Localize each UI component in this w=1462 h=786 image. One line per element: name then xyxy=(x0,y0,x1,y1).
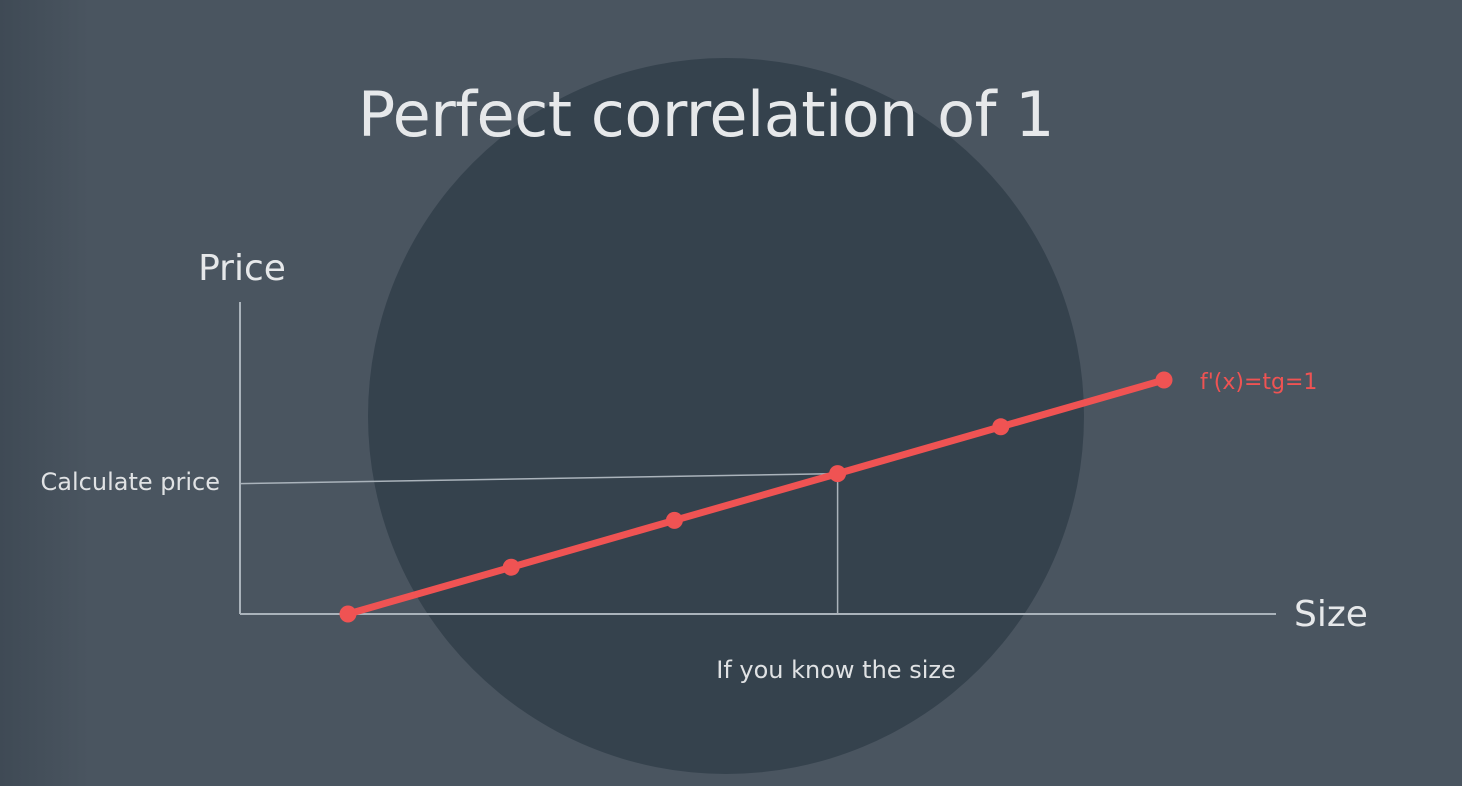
x-axis-title: Size xyxy=(1294,594,1368,635)
series-label: f'(x)=tg=1 xyxy=(1200,370,1317,395)
y-axis-title: Price xyxy=(198,248,286,289)
slide-title: Perfect correlation of 1 xyxy=(357,78,1055,151)
edge-shadow xyxy=(0,0,90,786)
price-guide-line xyxy=(239,472,838,485)
spotlight-circle xyxy=(368,58,1084,774)
series-layer xyxy=(339,371,1173,623)
data-point xyxy=(829,465,847,483)
data-point xyxy=(339,605,357,623)
know-size-label: If you know the size xyxy=(716,656,955,684)
calculate-price-label: Calculate price xyxy=(41,468,220,496)
data-point xyxy=(502,558,520,576)
data-point xyxy=(992,418,1010,436)
series-line xyxy=(344,376,1168,618)
data-point xyxy=(1155,371,1173,389)
data-point xyxy=(665,511,683,529)
